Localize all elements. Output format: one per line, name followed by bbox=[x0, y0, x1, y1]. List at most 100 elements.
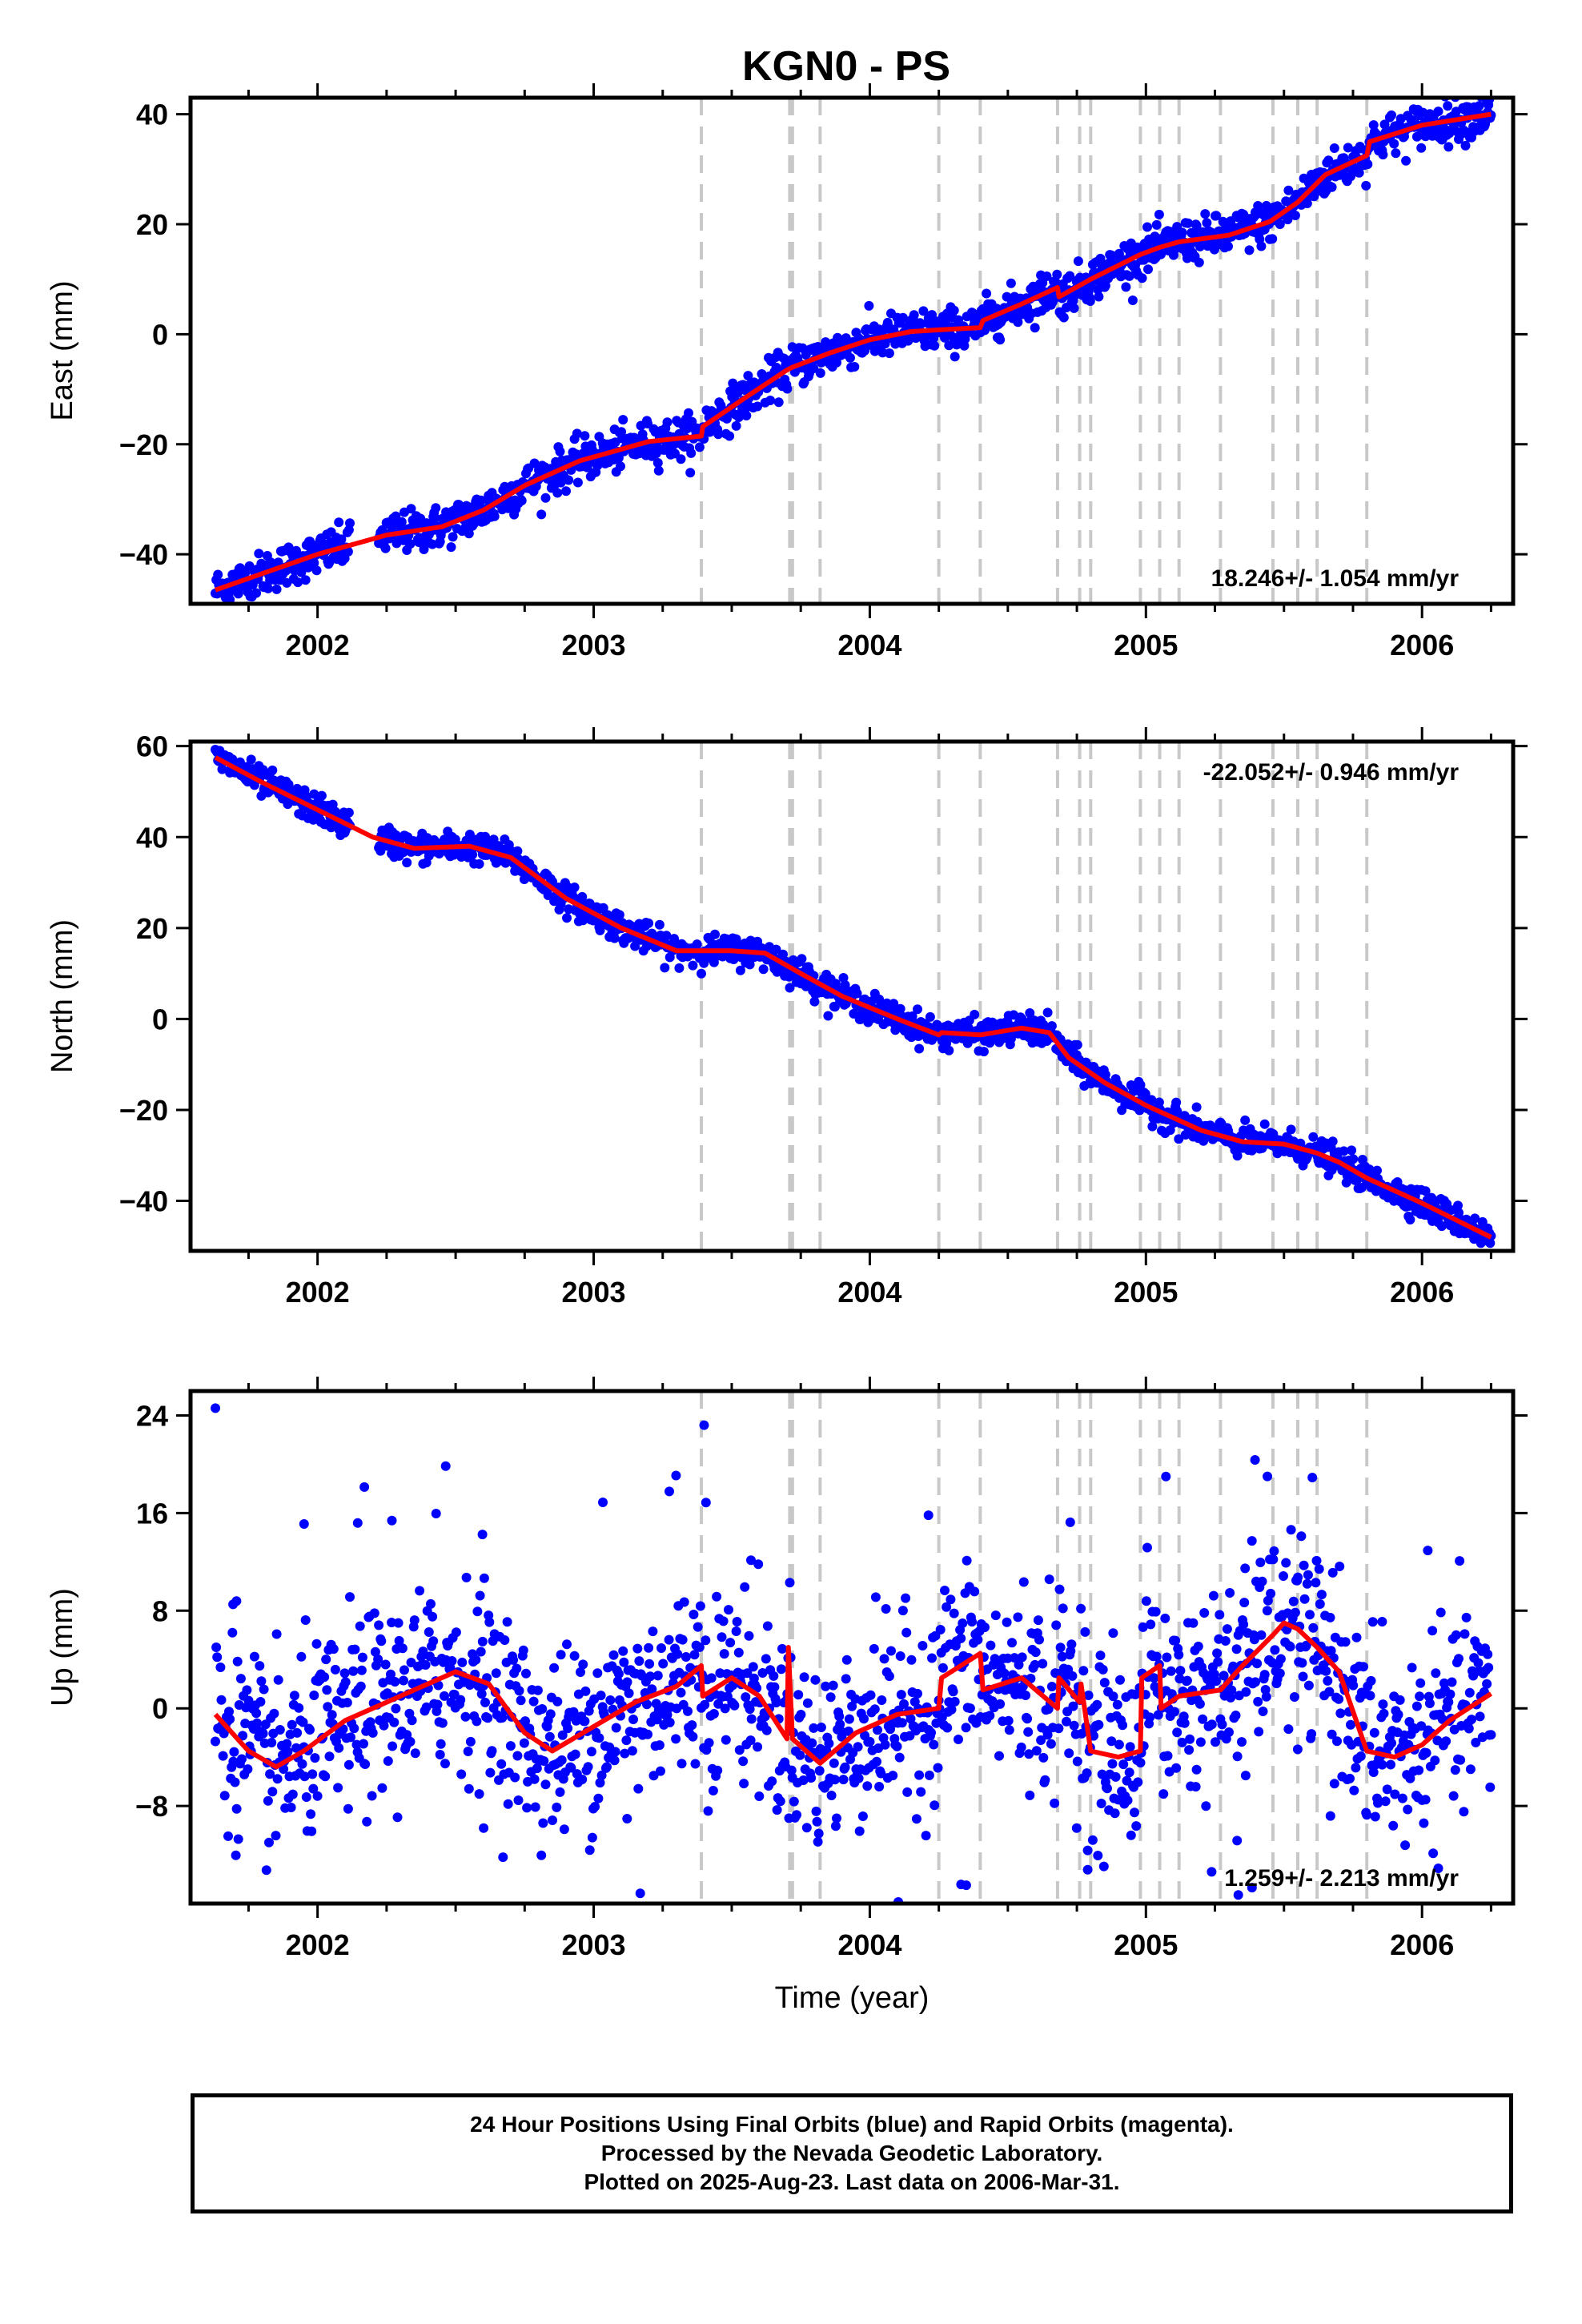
data-point bbox=[888, 1771, 898, 1781]
x-tick-label: 2005 bbox=[1114, 629, 1178, 661]
data-point bbox=[1195, 1699, 1205, 1709]
data-point bbox=[1433, 1864, 1443, 1873]
data-point bbox=[1474, 101, 1484, 111]
data-point bbox=[308, 1783, 319, 1794]
data-point bbox=[460, 1711, 471, 1722]
data-point bbox=[734, 1745, 745, 1755]
y-axis-label: Up (mm) bbox=[46, 1588, 79, 1707]
data-point bbox=[1071, 1823, 1082, 1833]
data-point bbox=[240, 568, 251, 578]
outlier-point bbox=[1292, 1744, 1303, 1755]
data-point bbox=[694, 442, 705, 452]
data-point bbox=[562, 1639, 572, 1650]
data-point bbox=[1069, 303, 1079, 313]
data-point bbox=[1194, 257, 1204, 267]
data-point bbox=[745, 1735, 756, 1746]
data-point bbox=[956, 1633, 966, 1643]
data-point bbox=[1121, 282, 1131, 292]
data-point bbox=[1078, 1666, 1089, 1676]
data-point bbox=[510, 1772, 520, 1783]
data-point bbox=[674, 963, 685, 973]
outlier-point bbox=[1207, 1867, 1217, 1877]
data-point bbox=[463, 1747, 473, 1756]
data-point bbox=[269, 1708, 279, 1719]
data-point bbox=[556, 1650, 566, 1660]
data-point bbox=[1428, 1848, 1439, 1859]
x-tick-label: 2002 bbox=[286, 1276, 350, 1309]
y-tick-label: 24 bbox=[136, 1399, 168, 1432]
data-point bbox=[1112, 1699, 1122, 1710]
data-point bbox=[477, 1636, 488, 1647]
data-point bbox=[933, 1763, 943, 1773]
data-point bbox=[322, 1685, 332, 1695]
data-point bbox=[621, 1735, 632, 1746]
outlier-point bbox=[359, 1482, 370, 1492]
data-point bbox=[712, 1591, 722, 1602]
data-point bbox=[830, 1821, 841, 1831]
data-point bbox=[652, 1671, 663, 1681]
outlier-point bbox=[699, 1420, 709, 1430]
data-point bbox=[1018, 1577, 1029, 1587]
data-point bbox=[1095, 1651, 1106, 1661]
data-point bbox=[909, 310, 919, 320]
data-point bbox=[225, 1714, 235, 1724]
data-point bbox=[681, 1652, 691, 1662]
data-point bbox=[1200, 209, 1211, 219]
data-point bbox=[1125, 1742, 1135, 1752]
data-point bbox=[905, 1714, 916, 1724]
data-point bbox=[798, 1775, 809, 1785]
data-point bbox=[1302, 1578, 1312, 1589]
data-point bbox=[608, 1650, 619, 1660]
x-tick-label: 2006 bbox=[1390, 629, 1454, 661]
data-point bbox=[396, 517, 407, 527]
data-point bbox=[624, 1688, 634, 1699]
data-point bbox=[1275, 219, 1285, 229]
data-point bbox=[1058, 312, 1069, 323]
data-point bbox=[824, 1739, 834, 1749]
data-point bbox=[293, 577, 303, 588]
data-point bbox=[692, 939, 702, 950]
data-point bbox=[962, 1555, 972, 1566]
data-point bbox=[474, 858, 484, 869]
data-points-east bbox=[211, 98, 1496, 604]
data-point bbox=[1042, 271, 1052, 281]
data-point bbox=[349, 1723, 359, 1734]
data-point bbox=[1098, 1664, 1108, 1675]
data-point bbox=[970, 1009, 980, 1019]
data-point bbox=[1030, 1647, 1041, 1658]
data-point bbox=[1299, 1594, 1310, 1604]
data-point bbox=[487, 1746, 497, 1756]
data-point bbox=[1040, 1775, 1050, 1785]
outlier-point bbox=[231, 1596, 242, 1606]
data-point bbox=[1346, 1719, 1355, 1730]
x-tick-label: 2004 bbox=[837, 629, 901, 661]
data-point bbox=[437, 1718, 448, 1728]
data-point bbox=[572, 428, 582, 439]
data-point bbox=[1324, 1687, 1335, 1697]
data-point bbox=[769, 1682, 780, 1692]
data-point bbox=[1349, 1785, 1359, 1795]
data-point bbox=[1415, 1678, 1426, 1688]
data-point bbox=[1191, 1764, 1202, 1775]
data-point bbox=[619, 1657, 629, 1667]
data-point bbox=[594, 1733, 604, 1743]
data-point bbox=[609, 933, 620, 943]
data-point bbox=[1275, 1654, 1286, 1664]
data-point bbox=[901, 1627, 912, 1638]
data-point bbox=[811, 1806, 821, 1816]
data-point bbox=[829, 1758, 839, 1768]
data-point bbox=[717, 1632, 727, 1642]
outlier-point bbox=[479, 1823, 489, 1833]
data-point bbox=[428, 1611, 438, 1622]
data-point bbox=[537, 1704, 548, 1714]
data-point bbox=[1156, 249, 1166, 259]
data-point bbox=[400, 1665, 409, 1675]
outlier-point bbox=[299, 1519, 309, 1529]
data-point bbox=[1253, 1696, 1263, 1707]
data-point bbox=[379, 1720, 389, 1731]
data-point bbox=[1367, 1617, 1378, 1627]
data-point bbox=[1044, 1574, 1054, 1585]
data-point bbox=[246, 754, 256, 765]
data-point bbox=[399, 1675, 408, 1686]
data-point bbox=[605, 1695, 616, 1705]
